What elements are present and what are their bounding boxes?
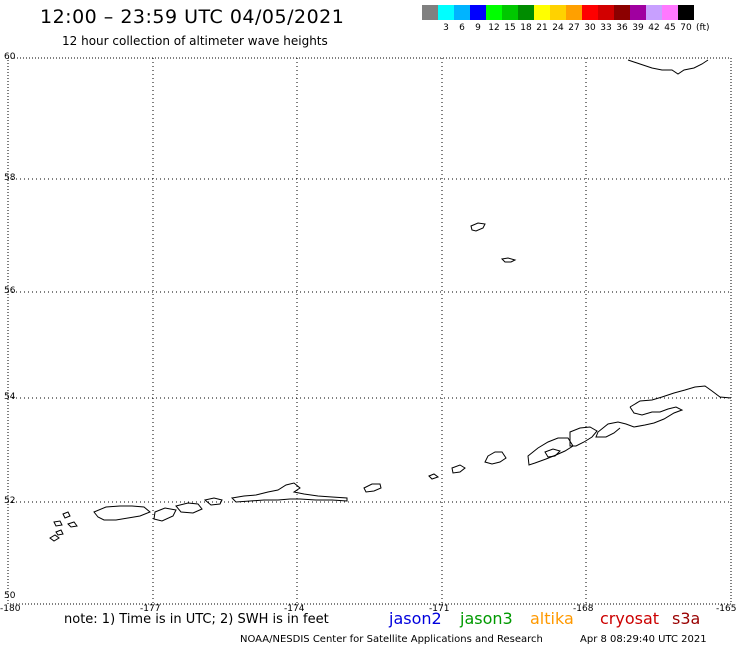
legend-bin [422,5,438,33]
footer-timestamp: Apr 8 08:29:40 UTC 2021 [580,634,707,645]
legend-bin: 21 [534,5,550,33]
legend-bin: 9 [470,5,486,33]
legend-swatch [678,5,694,20]
legend-swatch [438,5,454,20]
lat-label-60: 60 [4,52,16,62]
satellite-jason2: jason2 [389,609,442,628]
satellite-jason3: jason3 [460,609,513,628]
footer-credit: NOAA/NESDIS Center for Satellite Applica… [240,634,543,645]
satellite-s3a: s3a [672,609,701,628]
legend-swatch [582,5,598,20]
lat-label-52: 52 [4,496,16,506]
legend-label: 3 [443,23,449,33]
legend-swatch [502,5,518,20]
legend-swatch [454,5,470,20]
legend-swatch [470,5,486,20]
satellite-altika: altika [530,609,574,628]
lon-label-180: -180 [0,604,21,614]
legend-bin: 33 [598,5,614,33]
legend-label: 30 [584,23,596,33]
legend-swatch [534,5,550,20]
legend-label: 70 [680,23,692,33]
legend-label: 6 [459,23,465,33]
legend-label: 9 [475,23,481,33]
satellite-cryosat: cryosat [600,609,660,628]
legend-bin: 70 [678,5,694,33]
legend-swatch [598,5,614,20]
legend-swatch [614,5,630,20]
lat-label-50: 50 [4,591,16,601]
wave-height-legend: 3 6 9 12 15 18 21 24 27 30 33 36 39 42 45 70 (ft) [422,5,710,33]
legend-bin: 15 [502,5,518,33]
legend-swatch [646,5,662,20]
legend-bin: 45 [662,5,678,33]
legend-bin: 3 [438,5,454,33]
legend-label: 33 [600,23,612,33]
lon-label-171: -171 [429,604,450,614]
lon-label-174: -174 [284,604,305,614]
legend-label: 36 [616,23,628,33]
legend-bin: 39 [630,5,646,33]
lon-label-168: -168 [573,604,594,614]
legend-label: 21 [536,23,548,33]
legend-label: 12 [488,23,500,33]
legend-bin: 12 [486,5,502,33]
lat-label-58: 58 [4,173,16,183]
legend-swatch [422,5,438,20]
map-subtitle: 12 hour collection of altimeter wave hei… [62,34,328,48]
legend-bin: 24 [550,5,566,33]
legend-swatch [630,5,646,20]
legend-swatch [550,5,566,20]
legend-label: 15 [504,23,516,33]
legend-swatch [518,5,534,20]
legend-label: 27 [568,23,580,33]
legend-bin: 30 [582,5,598,33]
legend-label: 24 [552,23,564,33]
lat-label-56: 56 [4,286,16,296]
lon-label-177: -177 [140,604,161,614]
legend-unit: (ft) [696,23,710,33]
map-frame [7,57,732,605]
graticule [8,58,731,604]
legend-bin: 18 [518,5,534,33]
coastline [49,59,732,542]
legend-bin: 6 [454,5,470,33]
legend-label: 18 [520,23,532,33]
legend-label: 45 [664,23,676,33]
lat-label-54: 54 [4,392,16,402]
legend-bin: 42 [646,5,662,33]
map-title: 12:00 – 23:59 UTC 04/05/2021 [40,6,345,28]
legend-label: 42 [648,23,660,33]
legend-swatch [662,5,678,20]
legend-swatch [486,5,502,20]
legend-swatch [566,5,582,20]
legend-label: 39 [632,23,644,33]
legend-bin: 36 [614,5,630,33]
legend-bin: 27 [566,5,582,33]
lon-label-165: -165 [716,604,737,614]
note-text: note: 1) Time is in UTC; 2) SWH is in fe… [64,612,329,627]
